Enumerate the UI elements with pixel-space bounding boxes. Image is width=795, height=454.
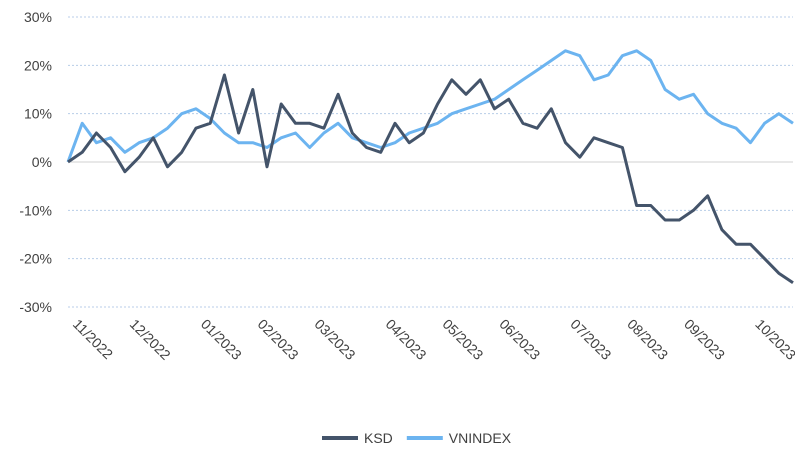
x-tick-label: 07/2023 [567, 316, 614, 363]
legend-label: VNINDEX [449, 430, 512, 446]
x-tick-label: 11/2022 [70, 316, 117, 363]
x-tick-label: 08/2023 [624, 316, 671, 363]
y-tick-label: 30% [24, 9, 52, 25]
y-tick-label: 20% [24, 57, 52, 73]
x-tick-label: 01/2023 [198, 316, 245, 363]
x-tick-label: 12/2022 [127, 316, 174, 363]
x-tick-label: 05/2023 [439, 316, 486, 363]
y-tick-label: -10% [19, 202, 52, 218]
x-tick-label: 09/2023 [681, 316, 728, 363]
line-1 [66, 49, 794, 163]
legend-label: KSD [364, 430, 393, 446]
x-tick-label: 02/2023 [255, 316, 302, 363]
x-tick-label: 04/2023 [383, 316, 430, 363]
line-0 [67, 73, 794, 285]
y-tick-label: 10% [24, 106, 52, 122]
x-tick-label: 03/2023 [312, 316, 359, 363]
x-tick-label: 06/2023 [496, 316, 543, 363]
y-tick-label: -30% [19, 299, 52, 315]
x-tick-label: 10/2023 [752, 316, 795, 363]
y-tick-label: 0% [32, 154, 52, 170]
y-tick-label: -20% [19, 251, 52, 267]
